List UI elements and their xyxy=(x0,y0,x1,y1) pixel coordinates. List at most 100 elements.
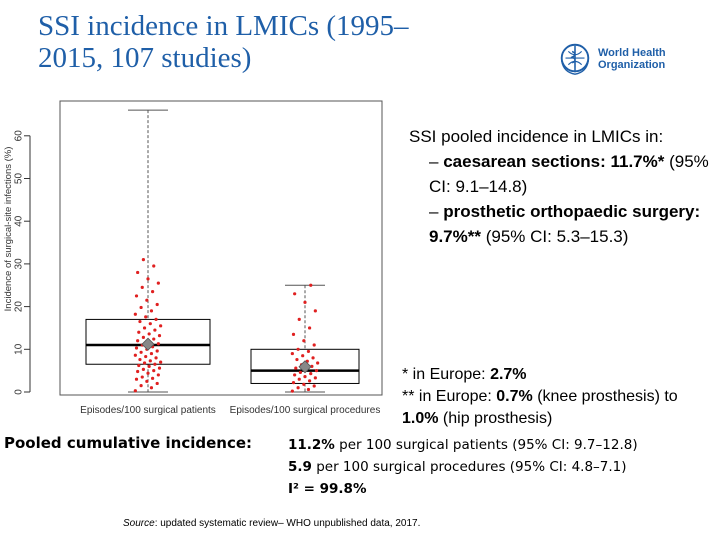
data-point xyxy=(159,324,163,328)
bullet-value: 11.7%* xyxy=(610,152,665,171)
data-point xyxy=(156,373,160,377)
bullet-detail: (95% CI: 5.3–15.3) xyxy=(485,227,629,246)
x-category-label: Episodes/100 surgical procedures xyxy=(230,405,381,416)
data-point xyxy=(151,376,155,380)
data-point xyxy=(291,332,296,336)
y-tick-label: 0 xyxy=(14,389,25,395)
data-point xyxy=(133,389,137,393)
data-point xyxy=(140,285,144,289)
data-point xyxy=(145,379,149,383)
data-point xyxy=(136,270,140,275)
data-point xyxy=(137,363,141,368)
y-tick-label: 40 xyxy=(14,215,25,227)
data-point xyxy=(313,376,317,380)
data-point xyxy=(311,356,315,360)
x-category-label: Episodes/100 surgical patients xyxy=(80,405,216,416)
data-point xyxy=(309,372,313,376)
data-point xyxy=(308,379,312,383)
iqr-box xyxy=(85,318,211,365)
data-point xyxy=(152,369,156,373)
data-point xyxy=(296,347,300,351)
pooled-line-procedures: 5.9 per 100 surgical procedures (95% CI:… xyxy=(288,459,627,475)
data-point xyxy=(153,362,157,366)
data-point xyxy=(313,309,317,313)
data-point xyxy=(157,366,162,370)
data-point xyxy=(156,281,160,285)
plot-frame xyxy=(59,100,383,396)
pooled-line-patients: 11.2% per 100 surgical patients (95% CI:… xyxy=(288,437,638,453)
data-point xyxy=(147,364,151,368)
data-point xyxy=(137,330,141,334)
bullets-intro: SSI pooled incidence in LMICs in: xyxy=(409,127,664,146)
data-point xyxy=(139,305,143,310)
data-point xyxy=(306,387,311,392)
data-point xyxy=(293,292,297,296)
data-point xyxy=(148,322,152,326)
data-point xyxy=(156,342,160,346)
data-point xyxy=(142,361,147,365)
data-point xyxy=(293,373,297,377)
data-point xyxy=(314,369,319,373)
data-point xyxy=(291,381,296,385)
bullet-head: prosthetic orthopaedic surgery: xyxy=(443,202,701,221)
data-point xyxy=(139,350,143,354)
data-point xyxy=(139,383,143,388)
mean-marker xyxy=(141,337,155,351)
data-point xyxy=(154,317,158,322)
data-point xyxy=(155,349,159,353)
data-point xyxy=(141,258,145,262)
pooled-heterogeneity: I² = 99.8% xyxy=(288,481,367,497)
bullet-head: caesarean sections: xyxy=(443,152,606,171)
data-point xyxy=(302,339,306,343)
logo-line-2: Organization xyxy=(598,59,666,71)
data-point xyxy=(146,371,150,375)
bullet-dash: – xyxy=(429,152,439,171)
data-point xyxy=(144,354,148,359)
bullet-caesarean: – caesarean sections: 11.7%* (95% CI: 9.… xyxy=(409,149,709,199)
data-point xyxy=(297,317,301,322)
data-point xyxy=(295,357,299,362)
data-point xyxy=(301,354,305,358)
logo-line-1: World Health xyxy=(598,47,666,59)
data-point xyxy=(155,381,159,386)
data-point xyxy=(296,386,300,390)
pooled-incidence-bullets: SSI pooled incidence in LMICs in: – caes… xyxy=(409,124,709,249)
data-point xyxy=(154,356,158,360)
data-point xyxy=(312,384,316,388)
data-point xyxy=(152,337,156,341)
data-point xyxy=(309,283,313,287)
data-point xyxy=(157,334,162,338)
data-point xyxy=(134,377,139,381)
who-emblem-icon xyxy=(560,43,590,75)
bullet-dash: – xyxy=(429,202,439,221)
data-point xyxy=(147,332,151,336)
data-point xyxy=(138,319,142,324)
source-note: Source: updated systematic review– WHO u… xyxy=(123,518,421,529)
data-point xyxy=(149,351,154,356)
data-point xyxy=(303,375,307,379)
bullet-orthopaedic: – prosthetic orthopaedic surgery: 9.7%**… xyxy=(409,199,709,249)
slide-title: SSI incidence in LMICs (1995–2015, 107 s… xyxy=(38,10,409,74)
data-point xyxy=(145,298,149,302)
data-point xyxy=(153,328,157,332)
data-point xyxy=(133,353,137,357)
data-point xyxy=(136,339,140,343)
data-point xyxy=(148,359,152,363)
data-point xyxy=(149,386,154,390)
y-tick-label: 20 xyxy=(14,301,25,313)
data-point xyxy=(138,357,142,362)
data-point xyxy=(142,326,147,330)
data-point xyxy=(316,361,320,365)
data-point xyxy=(306,349,311,354)
pooled-results: 11.2% per 100 surgical patients (95% CI:… xyxy=(288,434,638,500)
data-point xyxy=(290,389,294,393)
data-point xyxy=(290,351,294,356)
data-point xyxy=(312,343,316,347)
data-point xyxy=(134,294,139,298)
y-tick-label: 60 xyxy=(14,130,25,142)
data-point xyxy=(294,366,298,370)
data-point xyxy=(141,335,145,339)
footnote-1: * in Europe: 2.7% xyxy=(402,366,527,383)
mean-marker xyxy=(298,360,312,374)
